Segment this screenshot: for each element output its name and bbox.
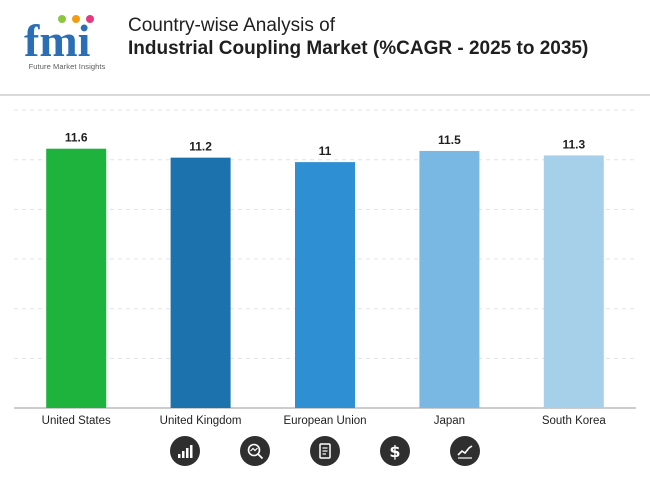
- logo-dot-green: [58, 15, 66, 23]
- bar-south-korea: [543, 155, 604, 408]
- header: fmi Future Market Insights Country-wise …: [0, 0, 650, 95]
- svg-text:$: $: [389, 442, 400, 460]
- x-tick-label: South Korea: [542, 415, 607, 427]
- growth-chart-icon: [170, 436, 200, 466]
- bar-japan: [419, 150, 480, 409]
- magnifier-trend-icon: [240, 436, 270, 466]
- data-label: 11.2: [189, 140, 212, 154]
- dollar-icon: $: [380, 436, 410, 466]
- x-tick-label: United Kingdom: [160, 415, 242, 427]
- chart-title-line2: Industrial Coupling Market (%CAGR - 2025…: [128, 38, 589, 59]
- data-label: 11.5: [438, 133, 461, 147]
- line-chart-icon: [450, 436, 480, 466]
- logo-dot-pink: [86, 15, 94, 23]
- data-label: 11.6: [65, 131, 88, 145]
- header-divider: [0, 94, 650, 96]
- bar-united-states: [46, 148, 107, 409]
- bar-united-kingdom: [170, 157, 231, 408]
- data-label: 11: [319, 144, 332, 158]
- data-label: 11.3: [562, 137, 585, 151]
- logo-text: fmi: [24, 15, 91, 66]
- bar-chart: 11.6 United States 11.2 United Kingdom 11 Eur…: [14, 109, 636, 427]
- fmi-logo: fmi: [24, 15, 94, 66]
- x-tick-label: Japan: [434, 415, 465, 427]
- x-tick-label: European Union: [283, 415, 366, 427]
- logo-dot-orange: [72, 15, 80, 23]
- footer-icons: $: [0, 436, 650, 468]
- x-tick-label: United States: [42, 415, 111, 427]
- chart-title-line1: Country-wise Analysis of: [128, 15, 335, 36]
- report-document-icon: [310, 436, 340, 466]
- bar-european-union: [295, 162, 355, 408]
- logo-tagline: Future Market Insights: [28, 62, 106, 71]
